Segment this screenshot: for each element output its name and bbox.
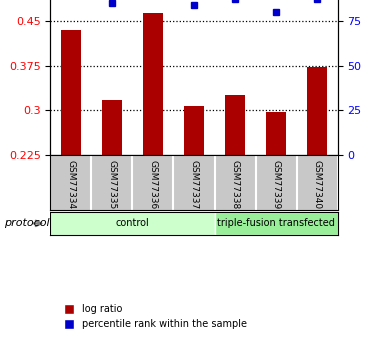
Text: GSM77337: GSM77337: [189, 160, 199, 209]
Text: triple-fusion transfected: triple-fusion transfected: [217, 218, 335, 228]
Bar: [143, 13, 163, 155]
Bar: [102, 100, 122, 155]
Legend: log ratio, percentile rank within the sample: log ratio, percentile rank within the sa…: [55, 300, 250, 333]
Text: GSM77338: GSM77338: [230, 160, 239, 209]
Text: protocol: protocol: [4, 218, 50, 228]
Text: control: control: [116, 218, 149, 228]
Bar: [184, 106, 204, 155]
Text: GSM77339: GSM77339: [272, 160, 281, 209]
FancyBboxPatch shape: [215, 212, 338, 235]
Bar: [266, 112, 286, 155]
Bar: [307, 67, 327, 155]
Bar: [225, 96, 245, 155]
Text: GSM77340: GSM77340: [313, 160, 322, 209]
Text: GSM77335: GSM77335: [107, 160, 116, 209]
Text: GSM77334: GSM77334: [66, 160, 75, 209]
FancyBboxPatch shape: [50, 212, 215, 235]
Text: GSM77336: GSM77336: [149, 160, 158, 209]
Bar: [61, 30, 81, 155]
